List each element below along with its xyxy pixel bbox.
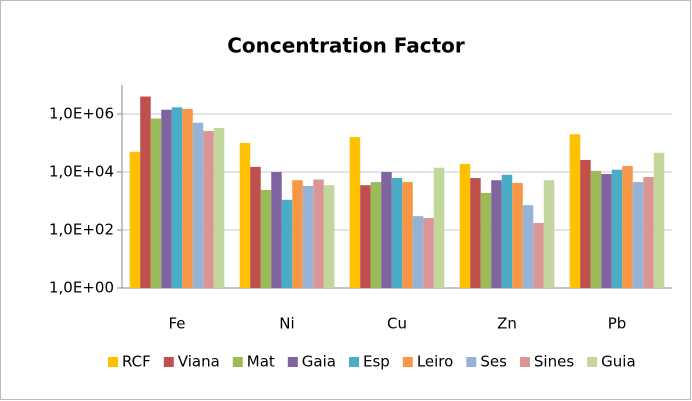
legend-label: Viana xyxy=(178,353,220,371)
bar xyxy=(580,159,591,288)
legend-swatch xyxy=(402,357,413,367)
bar xyxy=(140,96,151,289)
bar xyxy=(250,166,261,288)
legend-label: Ses xyxy=(480,353,507,371)
bar xyxy=(313,179,324,288)
bar xyxy=(590,170,602,288)
bar xyxy=(281,199,293,288)
bar xyxy=(302,185,314,288)
bar xyxy=(292,180,303,288)
x-tick-label: Ni xyxy=(279,315,294,333)
bar xyxy=(470,178,481,288)
bar xyxy=(611,169,623,288)
bar xyxy=(370,182,382,288)
legend-swatch xyxy=(287,357,298,367)
bar xyxy=(569,134,581,288)
bar xyxy=(480,192,492,288)
bar xyxy=(512,182,523,288)
bar xyxy=(323,185,335,288)
bar xyxy=(402,182,413,288)
x-tick-label: Fe xyxy=(168,315,185,333)
bar xyxy=(150,118,162,288)
legend-label: Sines xyxy=(534,353,574,371)
bar xyxy=(491,180,502,288)
bar xyxy=(522,205,534,288)
bar xyxy=(433,167,445,288)
legend-swatch xyxy=(348,357,359,367)
legend-swatch xyxy=(163,357,174,367)
legend-swatch xyxy=(466,357,477,367)
bar xyxy=(260,189,272,288)
bar xyxy=(192,122,204,289)
legend-swatch xyxy=(108,357,118,367)
bar xyxy=(271,172,282,288)
x-tick-label: Zn xyxy=(497,315,517,333)
bar xyxy=(501,174,513,288)
bar xyxy=(601,174,612,288)
bar xyxy=(412,216,424,288)
bar xyxy=(632,182,644,288)
bar xyxy=(533,222,544,288)
bar xyxy=(239,143,251,288)
legend-swatch xyxy=(232,357,243,367)
y-tick-label: 1,0E+06 xyxy=(49,105,114,123)
legend-label: Guia xyxy=(601,353,636,371)
bar xyxy=(622,166,633,288)
y-tick-label: 1,0E+02 xyxy=(49,221,114,239)
legend-swatch xyxy=(587,357,598,367)
bar xyxy=(203,130,214,288)
legend-label: RCF xyxy=(122,353,151,371)
bar xyxy=(423,217,434,288)
bar xyxy=(161,109,172,288)
legend-label: Leiro xyxy=(417,353,454,371)
legend-label: Esp xyxy=(363,353,390,371)
bar xyxy=(129,151,141,288)
y-tick-label: 1,0E+04 xyxy=(49,163,114,181)
bar xyxy=(349,137,361,288)
bar xyxy=(653,152,665,288)
bar xyxy=(391,178,403,288)
bar xyxy=(459,163,471,288)
bar xyxy=(182,108,193,288)
bar xyxy=(643,177,654,288)
bar xyxy=(381,172,392,288)
legend-swatch xyxy=(519,357,530,367)
bar xyxy=(213,127,225,288)
x-tick-label: Pb xyxy=(608,315,627,333)
chart-title: Concentration Factor xyxy=(227,34,465,58)
bar xyxy=(543,180,555,288)
bar xyxy=(360,185,371,288)
legend-label: Mat xyxy=(247,353,275,371)
y-tick-label: 1,0E+00 xyxy=(49,279,114,297)
bar xyxy=(171,107,183,288)
x-tick-label: Cu xyxy=(387,315,407,333)
legend-label: Gaia xyxy=(302,353,336,371)
